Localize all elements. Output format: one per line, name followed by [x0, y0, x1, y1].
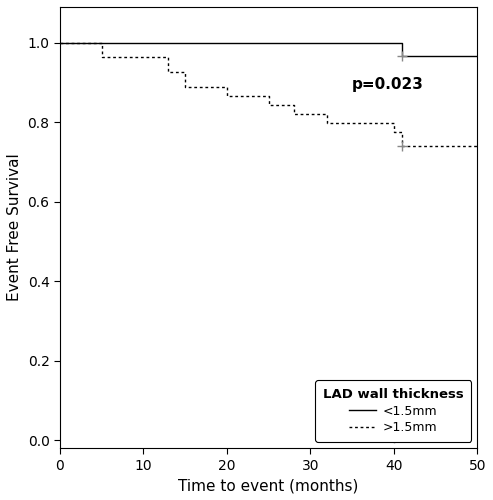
Text: p=0.023: p=0.023	[352, 77, 424, 92]
Legend: <1.5mm, >1.5mm: <1.5mm, >1.5mm	[316, 380, 471, 442]
Y-axis label: Event Free Survival: Event Free Survival	[7, 154, 22, 302]
X-axis label: Time to event (months): Time to event (months)	[178, 478, 359, 493]
